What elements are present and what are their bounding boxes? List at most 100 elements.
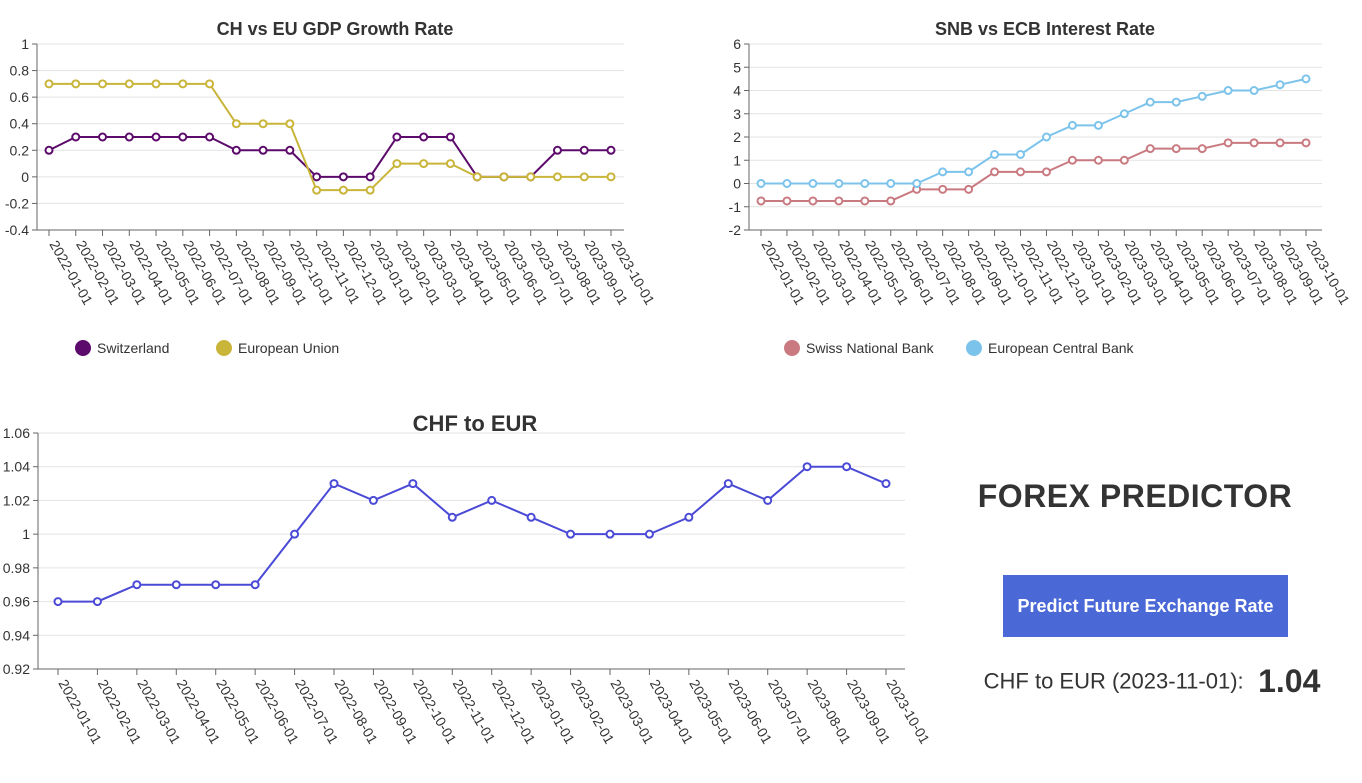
data-point <box>312 185 322 195</box>
data-point <box>526 512 536 522</box>
gdp-growth-chart: CH vs EU GDP Growth Rate 1 0.8 0.6 0.4 0.2 0 -0… <box>5 19 658 356</box>
y-tick-label: 0.8 <box>10 63 30 79</box>
data-point <box>1223 86 1233 95</box>
data-point <box>526 172 536 182</box>
data-point <box>132 580 142 590</box>
data-point <box>1249 86 1259 95</box>
data-point <box>1041 167 1051 177</box>
data-point <box>1275 80 1285 90</box>
data-point <box>605 529 615 539</box>
data-point <box>329 479 339 489</box>
data-point <box>44 79 54 89</box>
legend-marker <box>216 340 232 356</box>
data-point <box>71 79 81 89</box>
data-point <box>552 172 562 182</box>
y-tick-label: -0.2 <box>5 195 29 211</box>
data-point <box>392 159 402 169</box>
series-line-0 <box>48 136 611 178</box>
y-tick-label: 0.92 <box>3 661 30 677</box>
y-tick-label: 5 <box>733 59 741 75</box>
y-tick-label: 0.94 <box>3 627 30 643</box>
data-point <box>1145 97 1155 107</box>
data-point <box>881 479 891 489</box>
legend-label: European Union <box>238 340 339 356</box>
data-point <box>1145 144 1155 154</box>
data-point <box>98 132 108 142</box>
y-tick-label: 0.2 <box>10 142 30 158</box>
data-point <box>258 145 268 155</box>
data-point <box>1067 155 1077 165</box>
data-point <box>860 179 870 188</box>
app-title: FOREX PREDICTOR <box>977 478 1293 514</box>
legend-marker <box>966 340 982 356</box>
data-point <box>211 580 221 590</box>
data-point <box>990 149 1000 159</box>
data-point <box>964 184 974 194</box>
data-point <box>338 185 348 195</box>
data-point <box>1119 155 1129 165</box>
data-point <box>71 132 81 142</box>
data-point <box>290 529 300 539</box>
chf-eur-chart: CHF to EUR1.061.041.0210.980.960.940.922… <box>3 411 933 747</box>
data-point <box>1016 149 1026 159</box>
data-point <box>1171 144 1181 154</box>
data-point <box>1171 97 1181 107</box>
data-point <box>178 79 188 89</box>
data-point <box>808 179 818 188</box>
data-point <box>1249 138 1259 148</box>
data-point <box>756 179 766 188</box>
data-point <box>419 159 429 169</box>
legend-label: Swiss National Bank <box>806 340 935 356</box>
data-point <box>171 580 181 590</box>
prediction-result: CHF to EUR (2023-11-01): 1.04 <box>940 663 1362 700</box>
data-point <box>684 512 694 522</box>
data-point <box>606 172 616 182</box>
data-point <box>124 79 134 89</box>
data-point <box>1067 120 1077 130</box>
y-tick-label: -2 <box>729 222 742 238</box>
data-point <box>472 172 482 182</box>
legend-marker <box>75 340 91 356</box>
data-point <box>834 196 844 206</box>
series-line-1 <box>761 77 1307 185</box>
data-point <box>447 512 457 522</box>
y-tick-label: 1.06 <box>3 425 30 441</box>
data-point <box>151 132 161 142</box>
prediction-label: CHF to EUR (2023-11-01): <box>983 668 1244 694</box>
data-point <box>499 172 509 182</box>
data-point <box>1093 155 1103 165</box>
y-tick-label: 0 <box>21 169 29 185</box>
series-line-1 <box>49 82 611 192</box>
y-tick-label: 3 <box>733 106 741 122</box>
data-point <box>1119 109 1129 119</box>
data-point <box>1016 167 1026 177</box>
data-point <box>98 79 108 89</box>
data-point <box>205 79 215 89</box>
data-point <box>802 462 812 472</box>
data-point <box>285 145 295 155</box>
data-point <box>53 597 63 607</box>
y-tick-label: 0.98 <box>3 560 30 576</box>
data-point <box>1223 138 1233 148</box>
chart-title: SNB vs ECB Interest Rate <box>935 19 1155 39</box>
legend-marker <box>784 340 800 356</box>
data-point <box>285 119 295 129</box>
y-tick-label: 2 <box>733 129 741 145</box>
data-point <box>368 495 378 505</box>
series-line-0 <box>58 465 887 603</box>
legend-label: Switzerland <box>97 340 169 356</box>
y-tick-label: 1 <box>21 36 29 52</box>
data-point <box>1197 91 1207 101</box>
data-point <box>1275 138 1285 148</box>
data-point <box>763 495 773 505</box>
data-point <box>552 145 562 155</box>
data-point <box>808 196 818 206</box>
data-point <box>756 196 766 206</box>
chart-title: CHF to EUR <box>413 411 538 436</box>
data-point <box>579 145 589 155</box>
y-tick-label: -1 <box>729 199 742 215</box>
data-point <box>365 172 375 182</box>
data-point <box>408 479 418 489</box>
predict-button[interactable]: Predict Future Exchange Rate <box>1003 575 1288 637</box>
data-point <box>312 172 322 182</box>
